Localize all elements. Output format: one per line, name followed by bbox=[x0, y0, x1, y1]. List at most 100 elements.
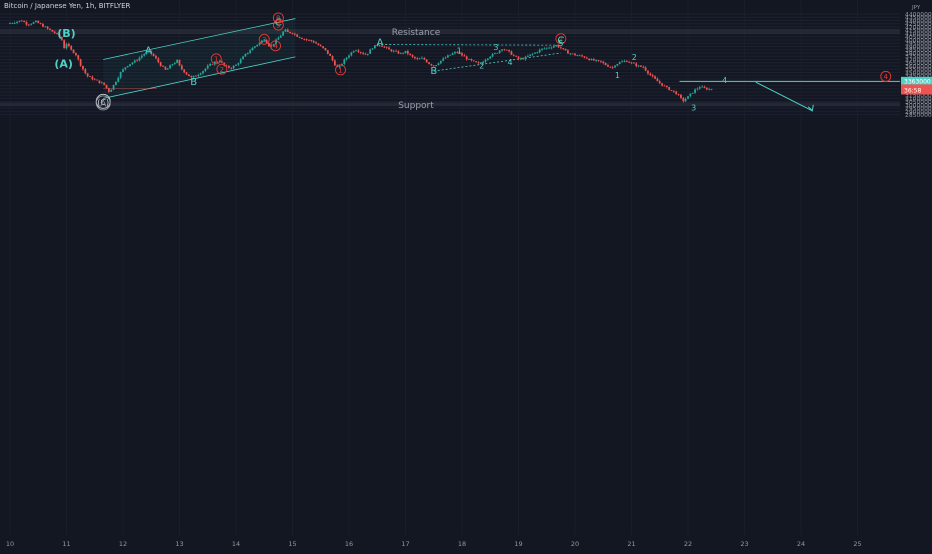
candle-body bbox=[527, 55, 529, 57]
candle-body bbox=[131, 62, 134, 65]
candle-body bbox=[333, 60, 336, 66]
candle-body bbox=[9, 23, 11, 25]
wave-label: 3 bbox=[493, 43, 498, 52]
candle-body bbox=[129, 64, 131, 66]
candle-body bbox=[698, 87, 701, 89]
wave-label-circle bbox=[258, 33, 270, 45]
candle-body bbox=[672, 90, 675, 92]
wave-label: (A) bbox=[54, 58, 73, 71]
price-tag-label: 36:58 bbox=[904, 87, 921, 94]
candle-body bbox=[93, 79, 96, 81]
candle-body bbox=[423, 57, 426, 60]
candle-body bbox=[176, 59, 179, 63]
candle-body bbox=[159, 62, 162, 67]
channel-fill bbox=[103, 18, 296, 99]
candle-body bbox=[275, 39, 277, 44]
time-tick-label: 16 bbox=[345, 540, 353, 548]
candle-body bbox=[169, 65, 171, 69]
candle-body bbox=[65, 43, 68, 49]
wave-label-circle bbox=[272, 19, 284, 31]
time-axis[interactable]: 10 11 12 13 14 15 16 17 18 19 20 21 22 23 24 25 bbox=[6, 540, 862, 548]
candle-body bbox=[482, 61, 485, 63]
candle-body bbox=[67, 43, 70, 46]
wave-label-circle bbox=[270, 40, 281, 52]
wave-label-circle bbox=[216, 63, 228, 75]
candle-body bbox=[383, 46, 386, 48]
candle-body bbox=[371, 48, 374, 50]
time-tick-label: 22 bbox=[684, 540, 692, 548]
candle-body bbox=[425, 59, 428, 63]
candle-body bbox=[416, 58, 419, 60]
wave-label: B bbox=[190, 77, 197, 88]
candle-body bbox=[103, 82, 106, 85]
wave-label: C bbox=[275, 17, 282, 28]
wave-label: 5 bbox=[276, 22, 280, 30]
candle-body bbox=[378, 45, 381, 47]
candle-body bbox=[343, 59, 346, 64]
candle-body bbox=[152, 53, 155, 56]
candle-body bbox=[96, 79, 99, 81]
candle-body bbox=[437, 63, 440, 66]
candle-body bbox=[442, 58, 445, 61]
candle-body bbox=[611, 67, 614, 69]
candle-body bbox=[421, 57, 423, 59]
candle-body bbox=[677, 94, 680, 96]
candle-body bbox=[239, 59, 242, 64]
wave-label: (B) bbox=[57, 27, 75, 40]
candle-body bbox=[583, 56, 586, 58]
candle-body bbox=[644, 67, 647, 71]
candle-body bbox=[392, 50, 395, 52]
candle-body bbox=[569, 53, 572, 55]
candle-body bbox=[58, 33, 61, 37]
candle-body bbox=[49, 28, 51, 30]
candle-body bbox=[585, 57, 588, 59]
candle-body bbox=[260, 40, 263, 43]
price-tick-label: 4000000 bbox=[905, 37, 932, 44]
wave-label: 1 bbox=[214, 55, 218, 63]
candle-body bbox=[249, 50, 252, 53]
candle-body bbox=[494, 53, 496, 54]
candle-body bbox=[310, 40, 313, 42]
candle-body bbox=[345, 57, 348, 60]
symbol-title: Bitcoin / Japanese Yen, 1h, BITFLYER bbox=[4, 2, 131, 10]
price-tick-label: 4200000 bbox=[905, 24, 932, 31]
candle-body bbox=[402, 52, 405, 54]
candle-body bbox=[696, 88, 699, 90]
candle-body bbox=[491, 53, 494, 57]
time-tick-label: 10 bbox=[6, 540, 14, 548]
wave-label: 4 bbox=[722, 76, 727, 85]
candle-body bbox=[376, 45, 379, 46]
candle-body bbox=[180, 65, 183, 70]
wave-label-circle bbox=[95, 95, 111, 111]
candle-body bbox=[100, 82, 103, 84]
candle-body bbox=[470, 58, 473, 61]
candle-body bbox=[51, 29, 54, 32]
candle-body bbox=[510, 51, 513, 55]
price-tick-label: 2900000 bbox=[905, 109, 932, 116]
wave-label: C bbox=[557, 36, 564, 47]
candle-body bbox=[348, 55, 350, 58]
candle-body bbox=[277, 37, 280, 40]
candle-body bbox=[663, 85, 666, 87]
candle-body bbox=[395, 50, 397, 52]
candle-body bbox=[86, 73, 89, 77]
candle-body bbox=[562, 48, 565, 50]
candle-body bbox=[658, 81, 661, 84]
candle-body bbox=[428, 62, 430, 65]
candle-body bbox=[665, 85, 668, 88]
candle-body bbox=[279, 35, 282, 38]
candle-body bbox=[204, 68, 207, 72]
candle-body bbox=[543, 48, 546, 50]
candle-body bbox=[183, 69, 186, 73]
candle-body bbox=[388, 47, 390, 50]
candle-body bbox=[44, 26, 47, 28]
candle-body bbox=[138, 57, 141, 61]
candle-body bbox=[435, 65, 438, 67]
candle-body bbox=[668, 87, 671, 91]
candle-body bbox=[621, 61, 623, 63]
wave-label: 1 bbox=[338, 66, 342, 74]
candle-body bbox=[536, 52, 539, 54]
candle-body bbox=[301, 37, 303, 39]
